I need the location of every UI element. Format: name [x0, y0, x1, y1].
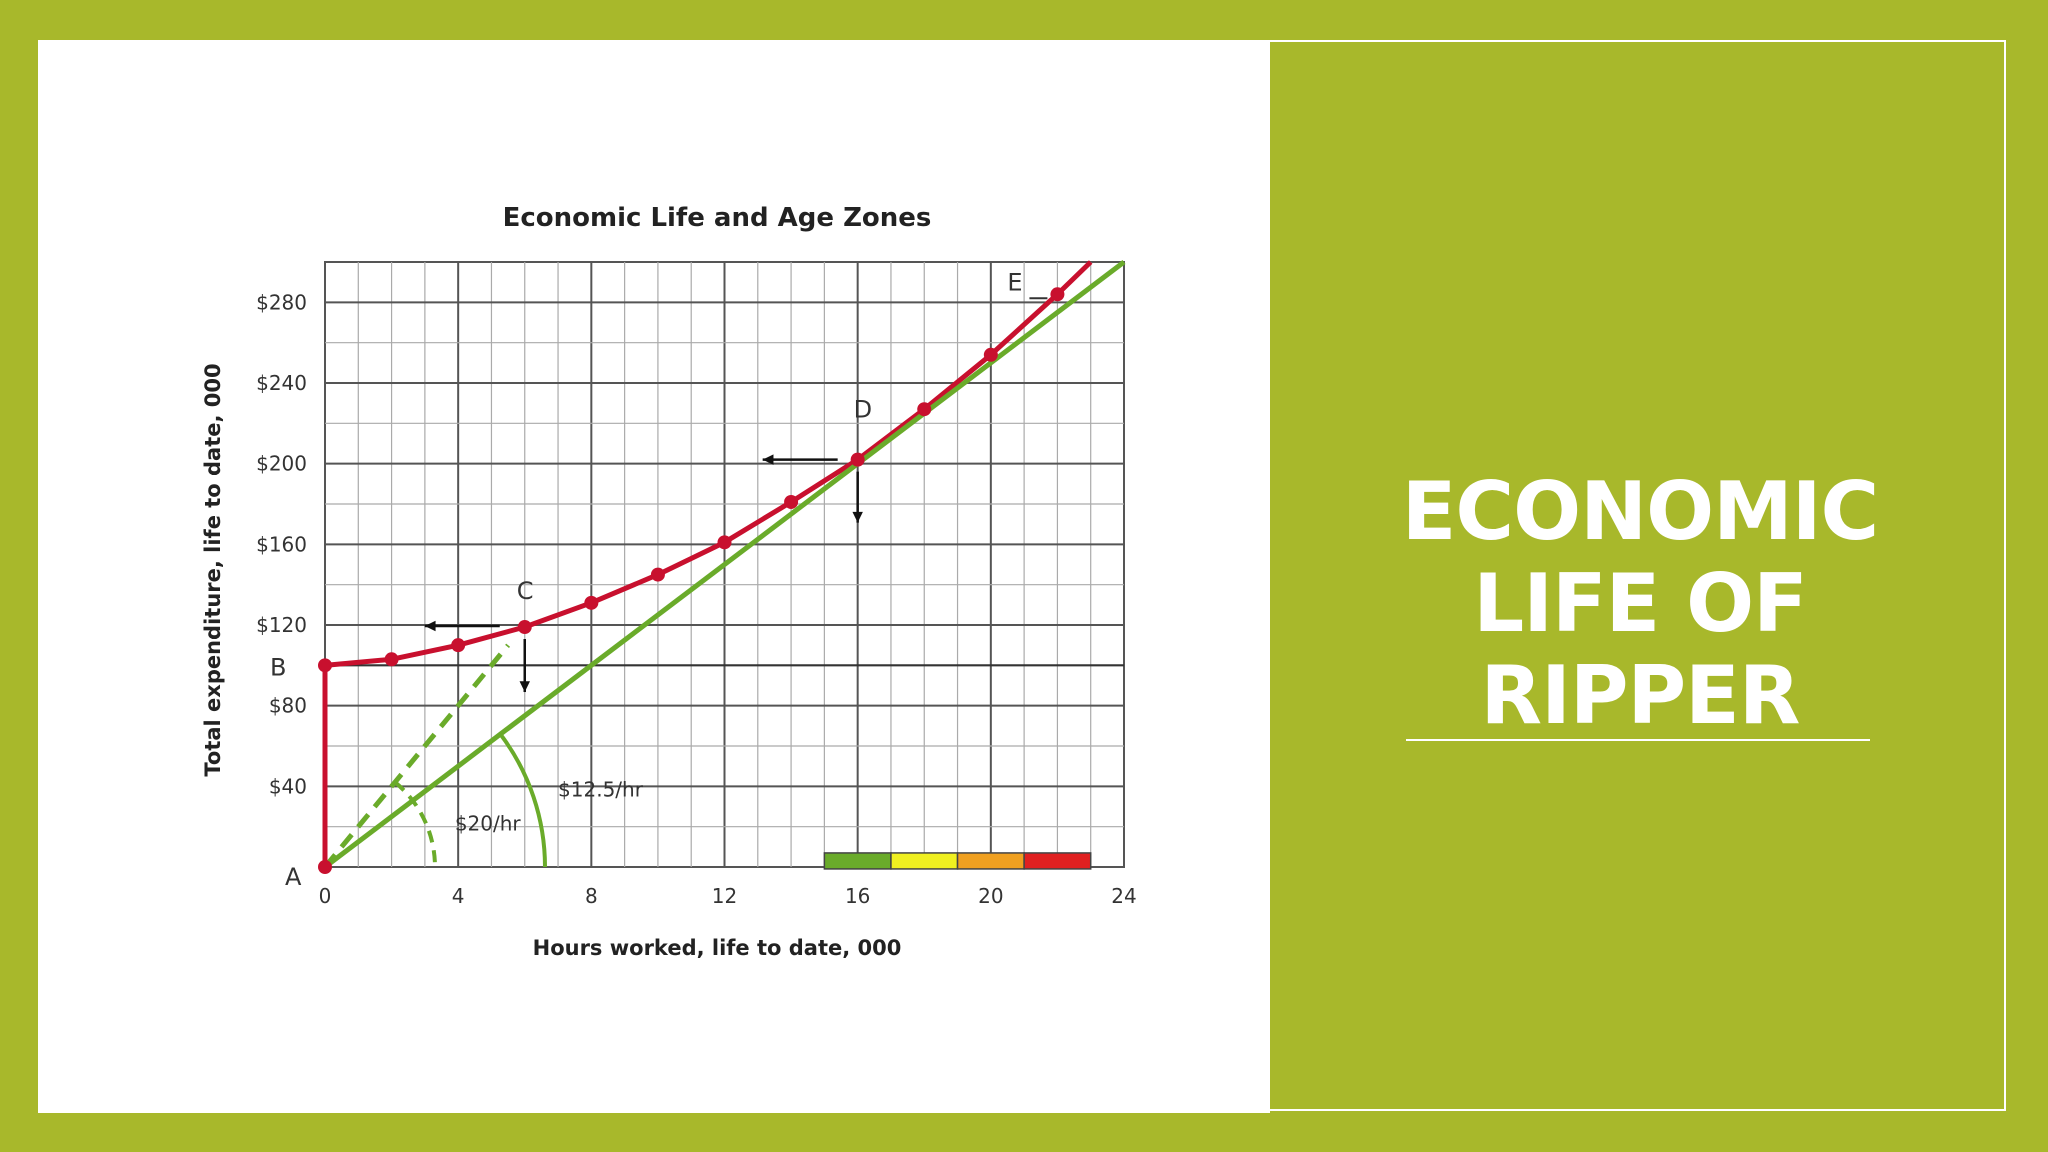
slide-title: ECONOMIC LIFE OF RIPPER	[1401, 465, 1879, 742]
data-point	[784, 494, 799, 509]
age-zone-segment	[1023, 852, 1092, 870]
y-tick-label: $40	[269, 774, 307, 798]
point-label: A	[285, 863, 302, 891]
y-tick-label: $80	[269, 694, 307, 718]
y-axis-label: Total expenditure, life to date, 000	[201, 363, 225, 776]
y-tick-label: $280	[256, 290, 307, 314]
chart-title: Economic Life and Age Zones	[503, 203, 932, 233]
age-zone-segment	[956, 852, 1025, 870]
x-axis-label: Hours worked, life to date, 000	[533, 936, 902, 960]
data-point	[917, 402, 932, 417]
y-tick-label: $120	[256, 613, 307, 637]
data-point	[451, 638, 466, 653]
age-zone-segment	[823, 852, 892, 870]
point-label: E	[1007, 268, 1022, 296]
y-tick-label: $240	[256, 371, 307, 395]
x-tick-label: 0	[319, 884, 332, 908]
rate-line-12-5	[323, 260, 1126, 869]
rate-label: $20/hr	[455, 812, 522, 836]
data-point	[850, 452, 865, 467]
title-underline	[1406, 739, 1870, 741]
arrow-head	[424, 620, 436, 632]
x-tick-label: 20	[978, 884, 1003, 908]
data-point	[318, 860, 332, 874]
data-point	[650, 567, 665, 582]
chart-marks: 0 4 8 12 16 20 24 $40 $80 $120 $160 $200 $240 $280 $12…	[256, 268, 1137, 908]
rate-arc-12-5	[498, 732, 547, 868]
point-label: B	[270, 653, 286, 681]
x-tick-label: 8	[585, 884, 598, 908]
y-tick-label: $160	[256, 532, 307, 556]
age-zone-segment	[890, 852, 959, 870]
data-point	[983, 347, 998, 362]
x-tick-label: 4	[452, 884, 465, 908]
title-panel	[1270, 40, 2006, 1111]
x-tick-label: 16	[845, 884, 870, 908]
rate-line-20	[323, 643, 511, 869]
x-tick-label: 24	[1111, 884, 1136, 908]
data-point	[318, 658, 332, 673]
arrow-head	[519, 681, 530, 693]
x-tick-label: 12	[712, 884, 737, 908]
data-point	[384, 652, 399, 667]
data-point	[717, 535, 732, 550]
rate-label: $12.5/hr	[558, 777, 644, 801]
data-point	[517, 620, 532, 635]
point-label: D	[854, 396, 872, 424]
y-tick-label: $200	[256, 452, 307, 476]
point-label: C	[517, 577, 534, 605]
arrow-head	[762, 454, 774, 465]
data-point	[1050, 287, 1065, 302]
arrow-head	[852, 511, 863, 523]
data-point	[584, 595, 599, 610]
rate-arc-20	[393, 780, 437, 868]
